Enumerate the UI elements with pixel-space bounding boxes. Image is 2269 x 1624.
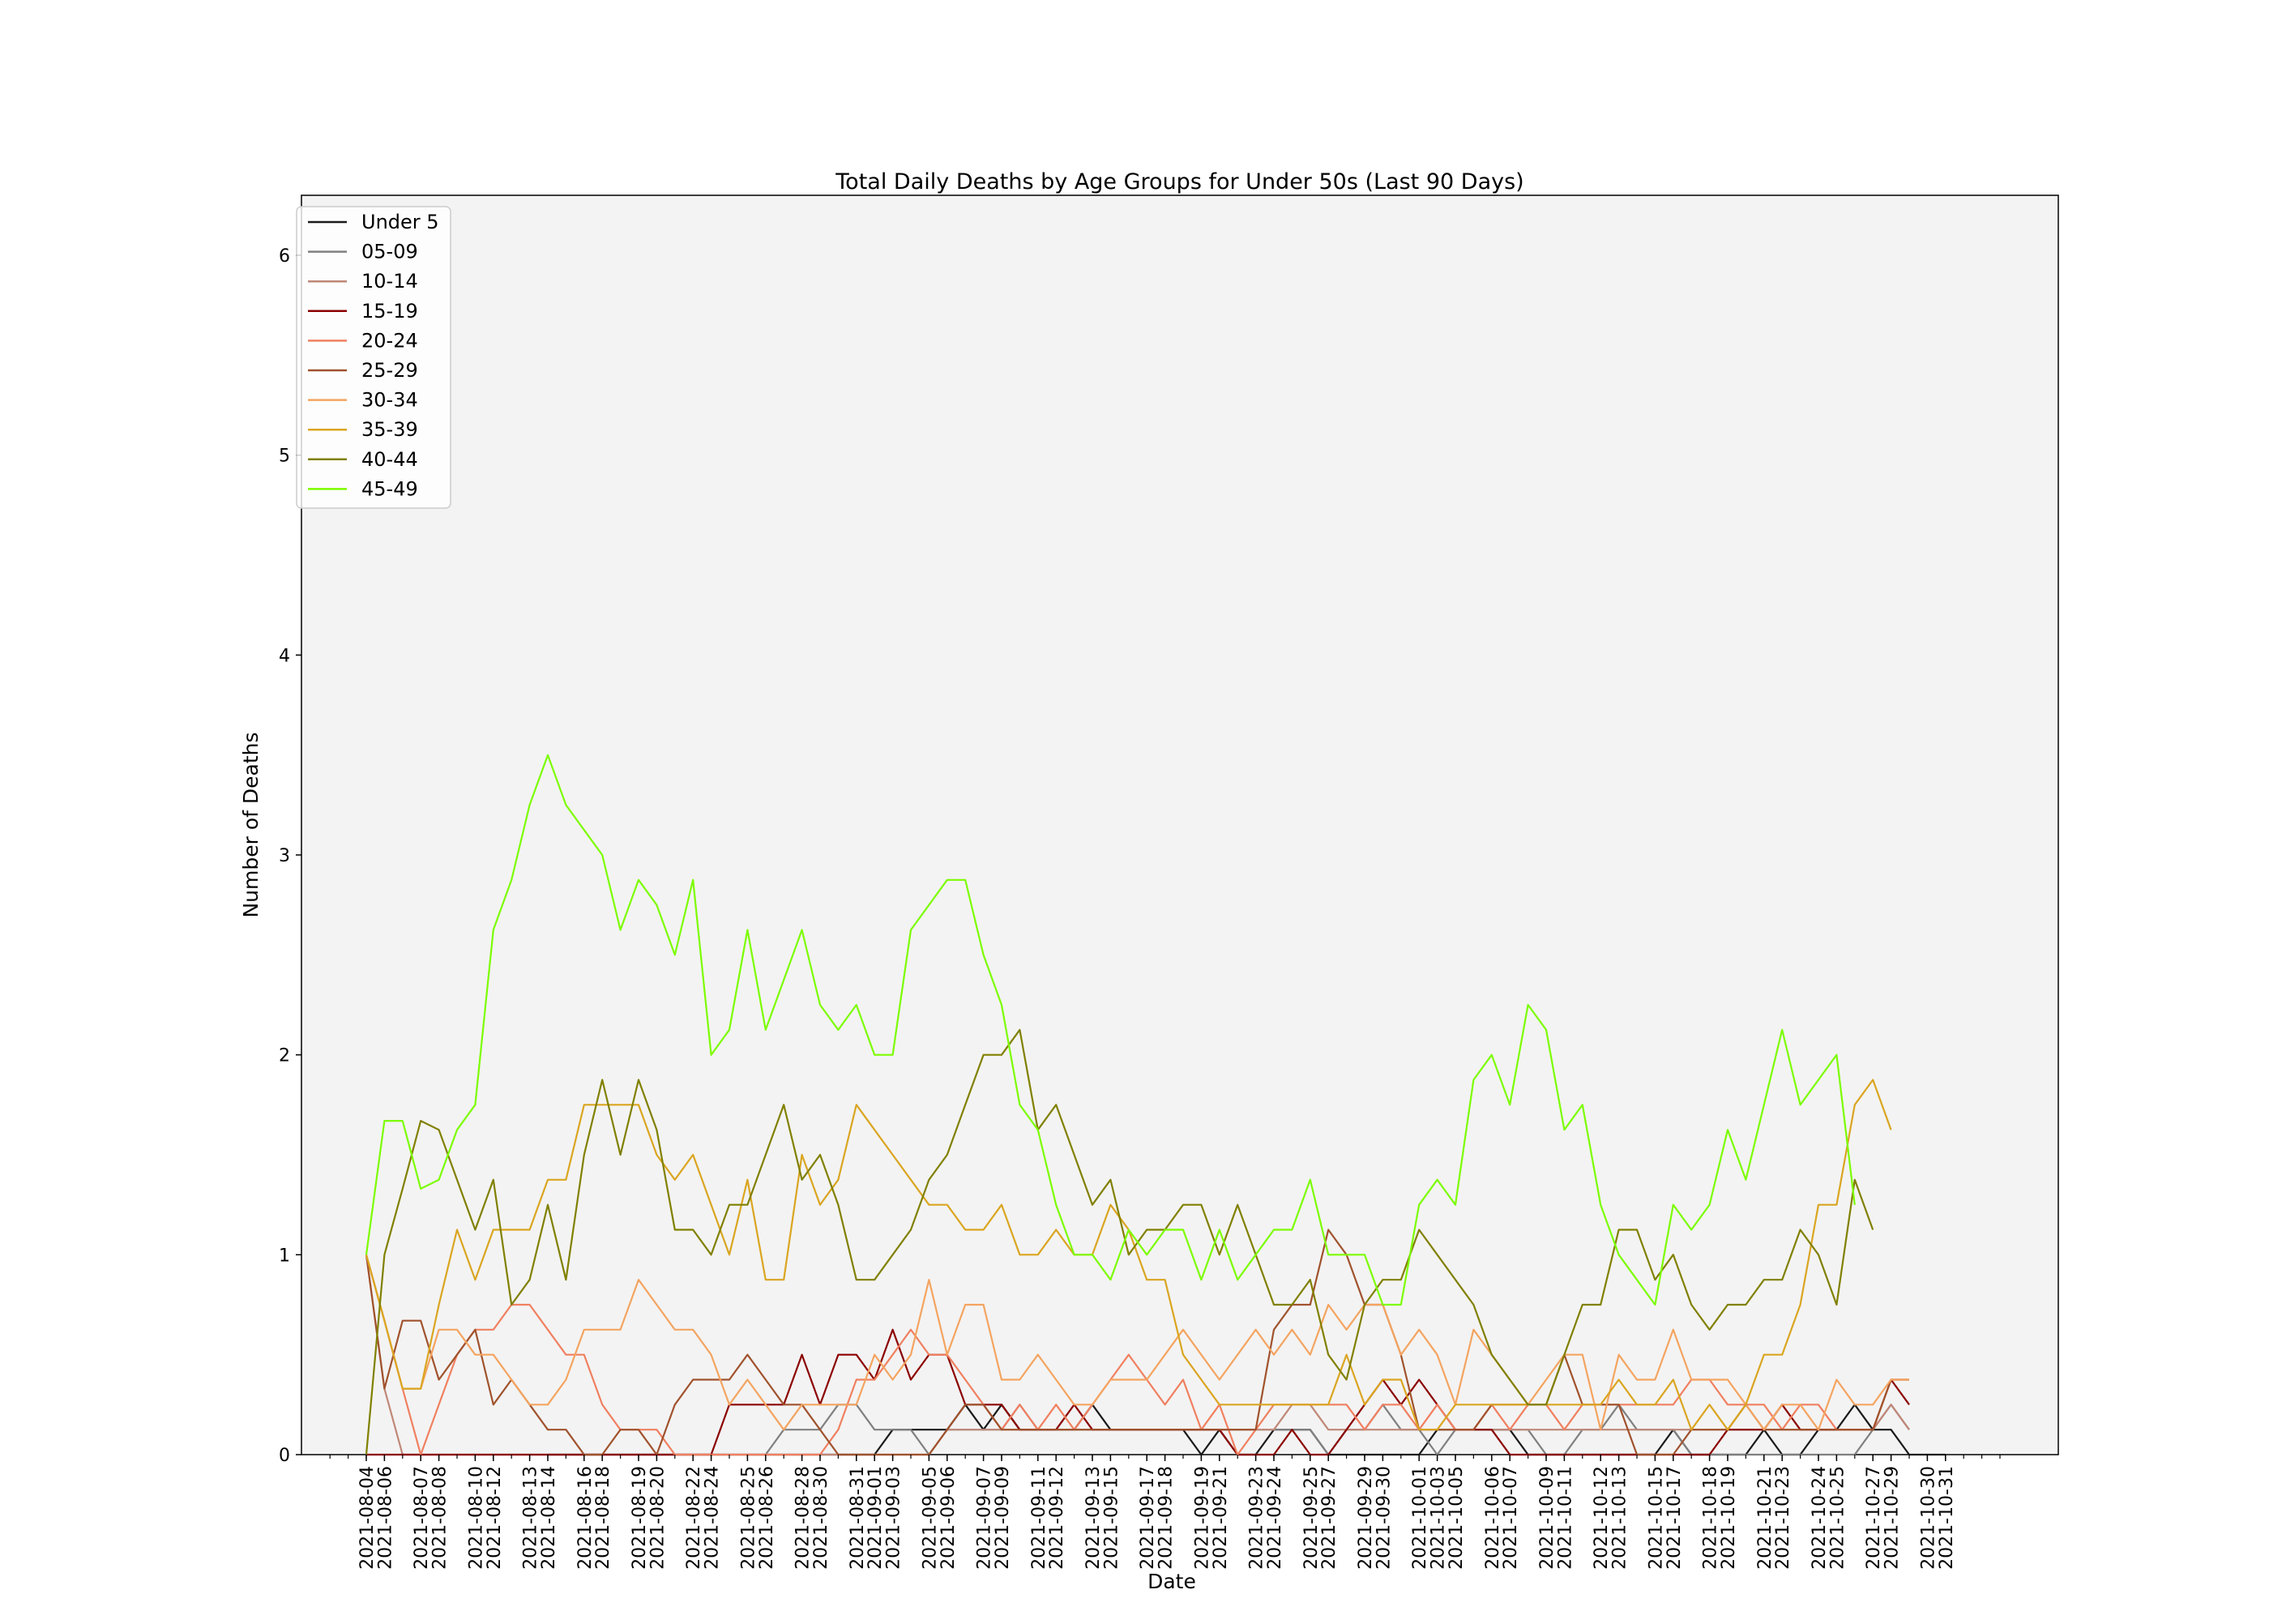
y-tick-label: 3 [279, 846, 290, 866]
x-tick-label: 2021-08-08 [430, 1466, 451, 1570]
x-tick-label: 2021-10-03 [1429, 1466, 1449, 1570]
x-tick-label: 2021-09-30 [1374, 1466, 1394, 1570]
y-tick-label: 1 [279, 1246, 290, 1266]
x-tick-label: 2021-09-15 [1101, 1466, 1122, 1570]
x-tick-label: 2021-10-23 [1773, 1466, 1793, 1570]
x-tick-label: 2021-10-05 [1446, 1466, 1467, 1570]
x-tick-label: 2021-08-04 [357, 1466, 378, 1570]
x-tick-label: 2021-09-11 [1029, 1466, 1049, 1570]
x-tick-label: 2021-08-07 [412, 1466, 432, 1570]
x-tick-label: 2021-10-24 [1810, 1466, 1830, 1570]
x-tick-label: 2021-09-07 [975, 1466, 995, 1570]
series-line-30-34 [365, 1254, 1909, 1431]
x-tick-label: 2021-09-27 [1319, 1466, 1340, 1570]
x-tick-label: 2021-08-19 [630, 1466, 650, 1570]
x-tick-label: 2021-10-29 [1882, 1466, 1903, 1570]
y-tick-label: 4 [279, 646, 290, 666]
x-tick-label: 2021-10-19 [1719, 1466, 1739, 1570]
x-tick-label: 2021-08-30 [811, 1466, 831, 1570]
legend-label: 30-34 [361, 389, 418, 412]
y-axis-label: Number of Deaths [239, 732, 263, 917]
x-tick-label: 2021-10-01 [1410, 1466, 1430, 1570]
x-tick-label: 2021-09-17 [1138, 1466, 1158, 1570]
x-tick-label: 2021-09-05 [920, 1466, 940, 1570]
x-tick-label: 2021-08-22 [684, 1466, 704, 1570]
x-tick-label: 2021-10-25 [1827, 1466, 1848, 1570]
x-tick-label: 2021-09-23 [1247, 1466, 1267, 1570]
legend-label: 20-24 [361, 329, 418, 352]
series-layer [365, 754, 1946, 1456]
x-tick-label: 2021-08-06 [375, 1466, 395, 1570]
x-tick-label: 2021-08-16 [575, 1466, 596, 1570]
x-tick-label: 2021-08-13 [521, 1466, 541, 1570]
y-tick-label: 6 [279, 246, 290, 267]
x-tick-label: 2021-08-18 [593, 1466, 613, 1570]
x-tick-label: 2021-09-12 [1047, 1466, 1067, 1570]
x-tick-label: 2021-09-18 [1156, 1466, 1177, 1570]
series-line-45-49 [365, 754, 1856, 1306]
y-tick-label: 0 [279, 1446, 290, 1466]
y-tick-label: 5 [279, 447, 290, 467]
x-tick-label: 2021-10-17 [1664, 1466, 1685, 1570]
x-tick-label: 2021-08-24 [703, 1466, 723, 1570]
legend-label: 15-19 [361, 300, 418, 323]
x-tick-label: 2021-10-12 [1592, 1466, 1612, 1570]
x-tick-label: 2021-10-09 [1537, 1466, 1558, 1570]
x-tick-label: 2021-09-25 [1301, 1466, 1322, 1570]
x-tick-label: 2021-08-28 [793, 1466, 814, 1570]
x-tick-label: 2021-08-31 [848, 1466, 868, 1570]
x-tick-label: 2021-08-25 [738, 1466, 758, 1570]
legend-label: 40-44 [361, 448, 418, 471]
x-tick-label: 2021-10-15 [1646, 1466, 1666, 1570]
chart-title: Total Daily Deaths by Age Groups for Und… [835, 169, 1523, 194]
legend-label: Under 5 [361, 211, 439, 233]
x-tick-label: 2021-08-20 [647, 1466, 668, 1570]
x-tick-label: 2021-10-13 [1610, 1466, 1630, 1570]
x-tick-label: 2021-10-30 [1918, 1466, 1938, 1570]
x-tick-label: 2021-10-31 [1937, 1466, 1957, 1570]
x-tick-label: 2021-10-11 [1555, 1466, 1575, 1570]
x-tick-label: 2021-10-21 [1755, 1466, 1775, 1570]
series-line-40-44 [365, 1028, 1874, 1455]
legend-label: 35-39 [361, 418, 418, 441]
y-axis: 0 1 2 3 4 5 6 [279, 246, 301, 1466]
x-tick-label: 2021-09-06 [938, 1466, 959, 1570]
x-tick-label: 2021-10-07 [1501, 1466, 1521, 1570]
legend-label: 45-49 [361, 477, 418, 500]
x-tick-label: 2021-10-06 [1483, 1466, 1503, 1570]
x-tick-label: 2021-09-01 [865, 1466, 886, 1570]
x-tick-label: 2021-10-27 [1864, 1466, 1884, 1570]
x-tick-label: 2021-09-19 [1192, 1466, 1212, 1570]
x-tick-label: 2021-09-21 [1211, 1466, 1231, 1570]
x-tick-label: 2021-09-24 [1265, 1466, 1285, 1570]
x-tick-label: 2021-08-26 [757, 1466, 777, 1570]
y-tick-label: 2 [279, 1046, 290, 1066]
legend-label: 25-29 [361, 359, 418, 382]
x-tick-label: 2021-08-14 [539, 1466, 559, 1570]
x-tick-label: 2021-08-12 [485, 1466, 505, 1570]
x-tick-label: 2021-10-18 [1701, 1466, 1721, 1570]
plot-area [301, 194, 2059, 1455]
series-line-25-29 [365, 1229, 1909, 1456]
legend-label: 05-09 [361, 241, 418, 263]
x-tick-label: 2021-09-29 [1356, 1466, 1376, 1570]
x-tick-label: 2021-09-09 [993, 1466, 1013, 1570]
x-tick-label: 2021-09-03 [884, 1466, 904, 1570]
x-tick-label: 2021-09-13 [1083, 1466, 1104, 1570]
x-axis-label: Date [1147, 1570, 1196, 1593]
legend: Under 5 05-09 10-14 15-19 20-24 25-29 30-34 35-… [296, 206, 451, 509]
x-tick-label: 2021-08-10 [466, 1466, 486, 1570]
legend-label: 10-14 [361, 270, 418, 293]
